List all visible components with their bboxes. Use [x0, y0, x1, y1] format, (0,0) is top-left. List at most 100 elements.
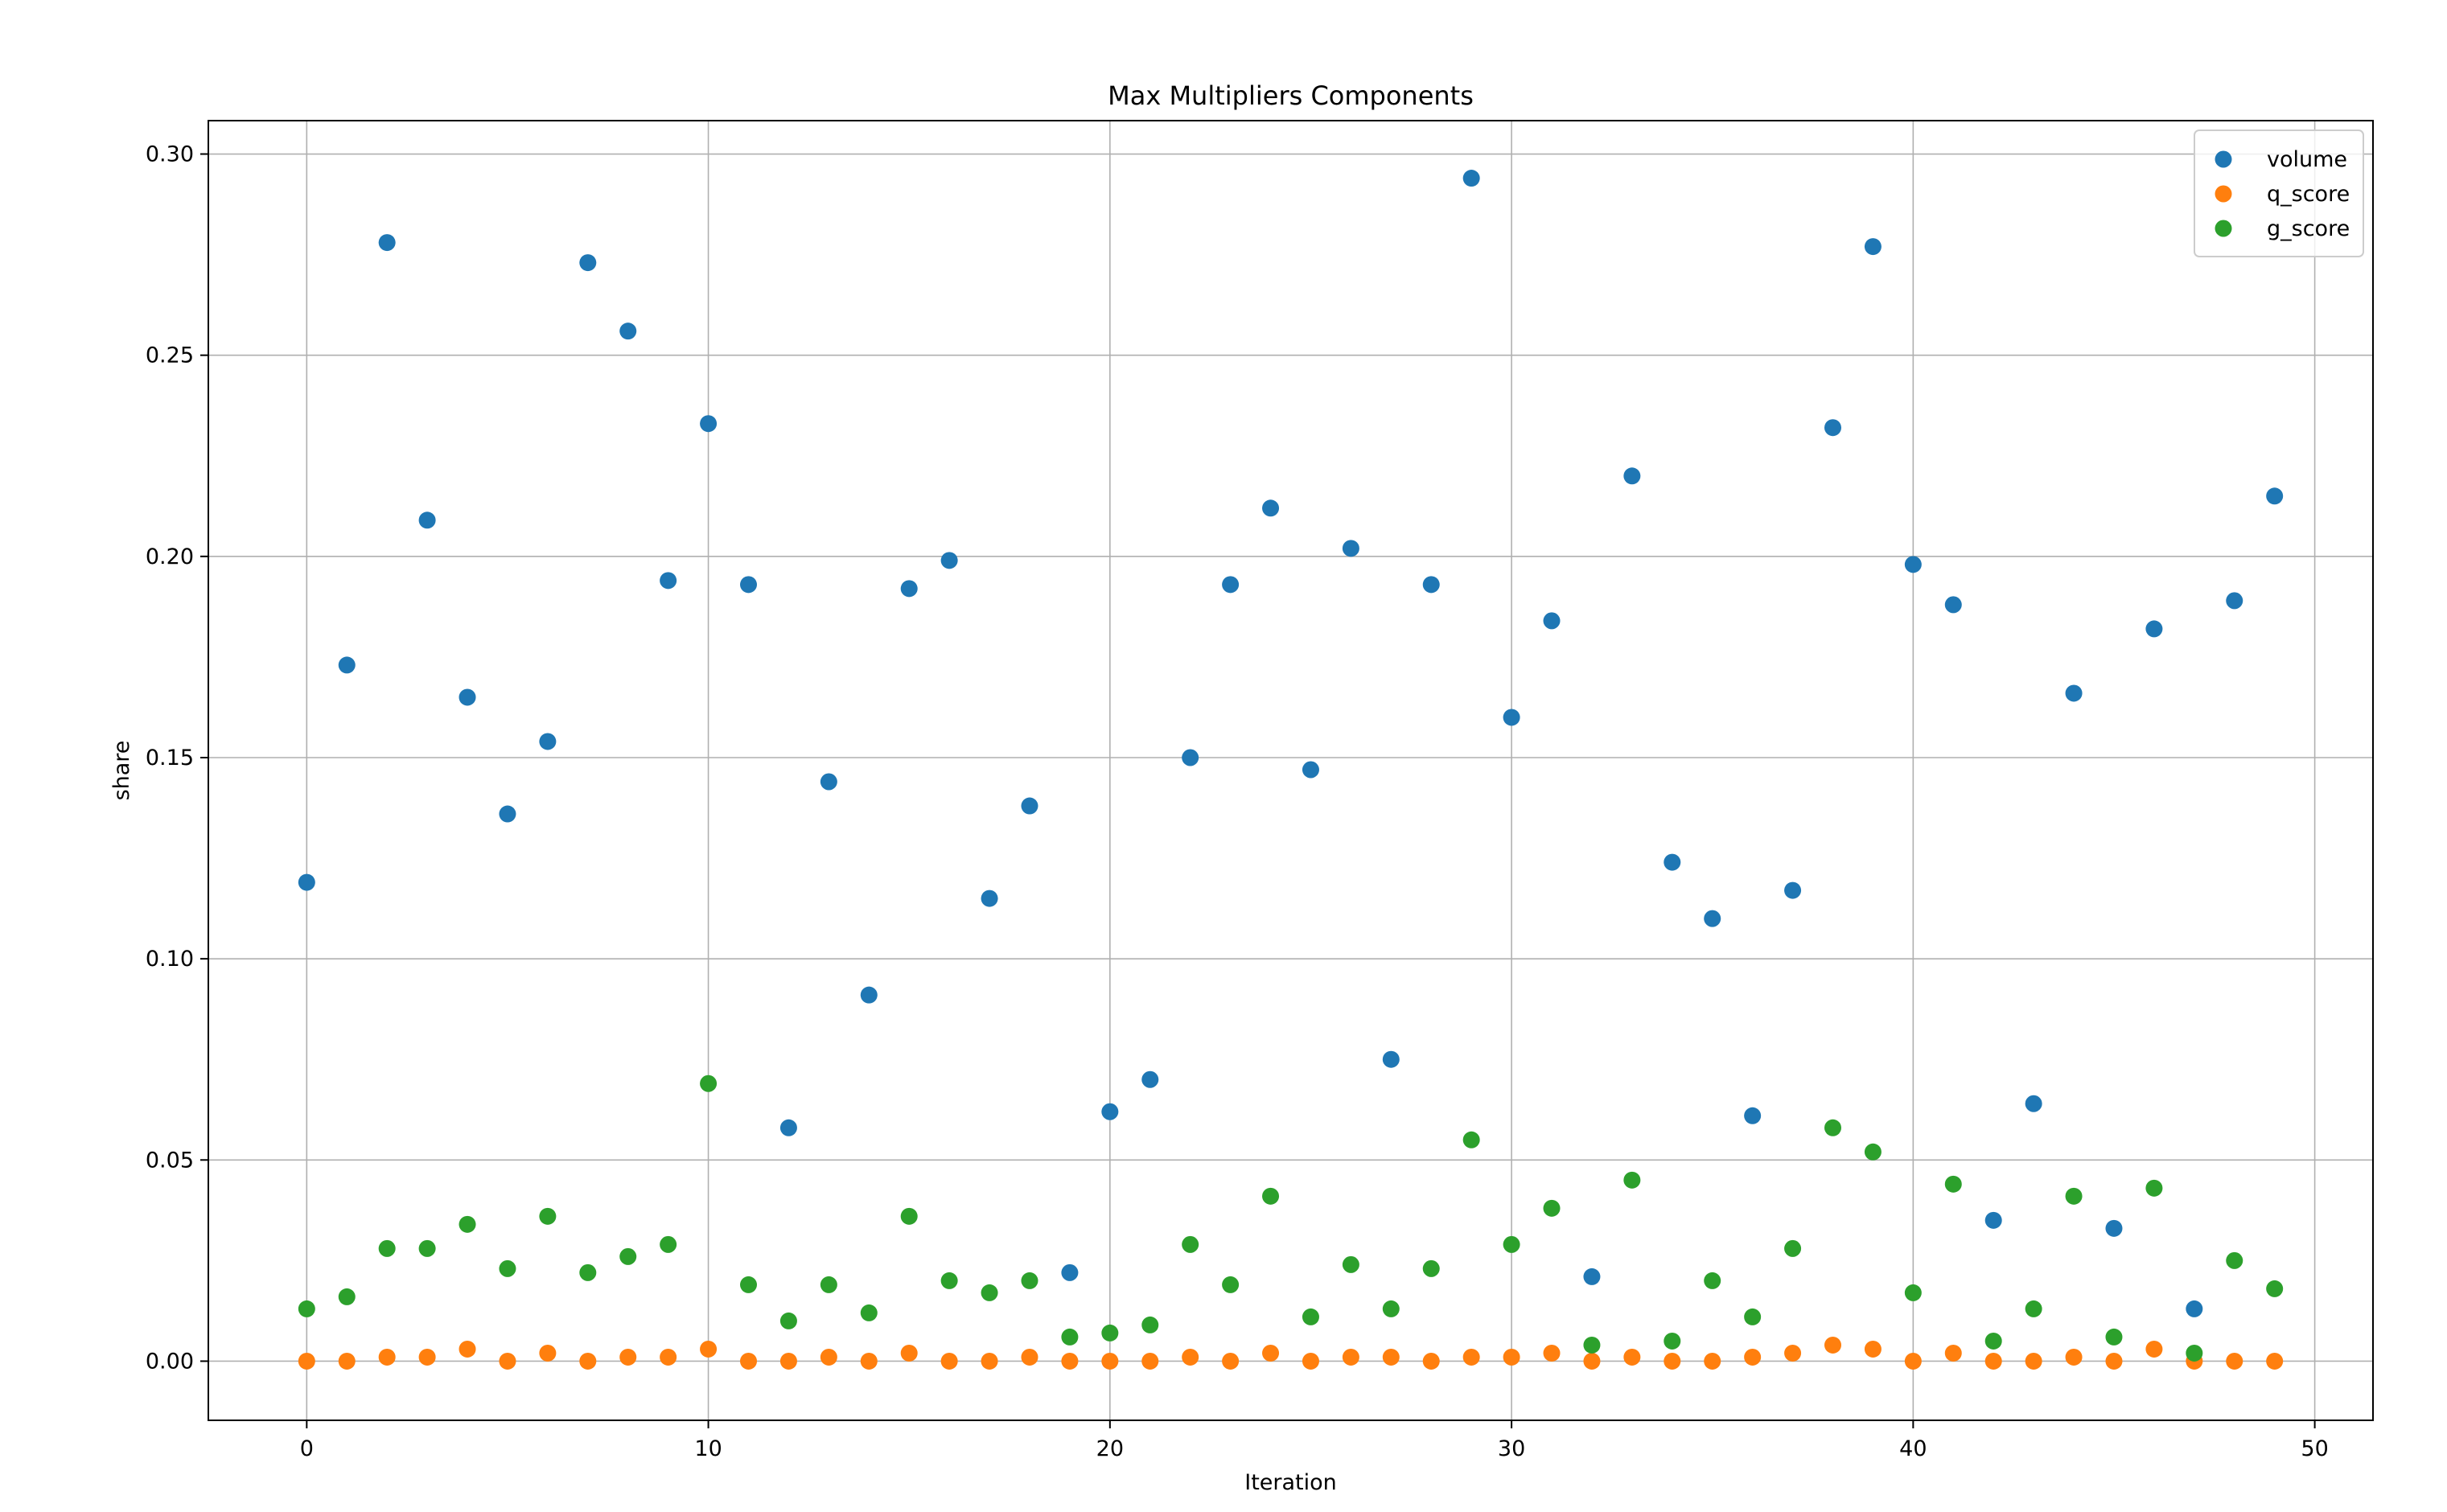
legend-label: q_score [2267, 182, 2350, 207]
data-point [378, 1348, 396, 1366]
data-point [740, 576, 758, 594]
data-point [459, 1340, 476, 1358]
data-point [700, 1074, 718, 1092]
legend: volume q_score g_score [2194, 129, 2364, 257]
data-point [1784, 1239, 1802, 1257]
data-point [940, 1352, 958, 1370]
y-tick-label: 0.00 [146, 1349, 194, 1374]
data-point [1222, 576, 1240, 594]
data-point [1021, 797, 1038, 815]
data-point [779, 1119, 797, 1136]
data-point [940, 1272, 958, 1289]
data-point [1422, 576, 1440, 594]
data-point [1342, 540, 1359, 557]
data-point [418, 1239, 436, 1257]
y-tick-label: 0.15 [146, 746, 194, 770]
data-point [459, 1215, 476, 1233]
data-point [860, 1352, 878, 1370]
data-point [2065, 684, 2083, 702]
scatter-points [298, 170, 2284, 1370]
data-point [1382, 1348, 1400, 1366]
data-point [1061, 1263, 1079, 1281]
data-point [2105, 1352, 2123, 1370]
data-point [2226, 1352, 2243, 1370]
x-tick-label: 50 [2301, 1436, 2328, 1461]
data-point [900, 580, 918, 598]
legend-label: volume [2267, 147, 2347, 172]
data-point [740, 1352, 758, 1370]
data-point [1583, 1268, 1601, 1285]
data-point [1302, 1352, 1319, 1370]
data-point [2105, 1328, 2123, 1346]
data-point [2266, 1352, 2284, 1370]
legend-box [2194, 129, 2364, 257]
data-point [1623, 1348, 1641, 1366]
data-point [418, 512, 436, 529]
data-point [1824, 1336, 1841, 1354]
data-point [1824, 419, 1841, 437]
data-point [820, 1348, 837, 1366]
data-point [660, 1348, 677, 1366]
data-point [459, 688, 476, 706]
data-point [740, 1276, 758, 1293]
data-point [499, 1259, 516, 1277]
y-tick-label: 0.30 [146, 142, 194, 167]
data-point [940, 552, 958, 569]
data-point [1422, 1259, 1440, 1277]
data-point [1021, 1348, 1038, 1366]
x-tick-label: 30 [1498, 1436, 1525, 1461]
data-point [579, 1352, 597, 1370]
data-point [418, 1348, 436, 1366]
y-axis-label: share [109, 741, 134, 801]
data-point [1744, 1107, 1762, 1124]
data-point [2105, 1219, 2123, 1237]
y-tick-label: 0.25 [146, 343, 194, 368]
data-point [2266, 487, 2284, 505]
data-point [2065, 1348, 2083, 1366]
data-point [1744, 1348, 1762, 1366]
data-point [981, 1284, 998, 1301]
data-point [1784, 881, 1802, 899]
data-point [499, 805, 516, 823]
data-point [1182, 1348, 1199, 1366]
data-point [1302, 1308, 1319, 1325]
plot-frame [208, 120, 2374, 1421]
data-point [1262, 499, 1280, 517]
data-point [338, 656, 356, 674]
data-point [579, 254, 597, 272]
data-point [1021, 1272, 1038, 1289]
series-g-score [298, 1074, 2284, 1362]
data-point [2065, 1187, 2083, 1205]
data-point [2025, 1095, 2042, 1112]
data-point [2145, 1340, 2163, 1358]
data-point [1704, 1272, 1721, 1289]
data-point [1141, 1070, 1159, 1088]
data-point [2145, 1179, 2163, 1197]
data-point [619, 1348, 637, 1366]
data-point [1583, 1352, 1601, 1370]
data-point [1222, 1352, 1240, 1370]
y-axis: 0.00 0.05 0.10 0.15 0.20 0.25 0.30 [146, 142, 208, 1374]
data-point [1704, 1352, 1721, 1370]
y-tick-label: 0.05 [146, 1148, 194, 1173]
data-point [1543, 1344, 1561, 1362]
data-point [1944, 596, 1962, 614]
data-point [2025, 1300, 2042, 1317]
data-point [2186, 1300, 2203, 1317]
data-point [338, 1352, 356, 1370]
data-point [1784, 1344, 1802, 1362]
x-tick-label: 0 [300, 1436, 314, 1461]
legend-marker [2215, 185, 2232, 203]
data-point [981, 890, 998, 907]
data-point [1984, 1352, 2002, 1370]
data-point [539, 1344, 557, 1362]
data-point [1182, 749, 1199, 766]
data-point [660, 1235, 677, 1253]
x-tick-label: 20 [1096, 1436, 1124, 1461]
data-point [1984, 1211, 2002, 1229]
x-axis: 0 10 20 30 40 50 [300, 1420, 2329, 1461]
data-point [820, 1276, 837, 1293]
data-point [1623, 1171, 1641, 1189]
